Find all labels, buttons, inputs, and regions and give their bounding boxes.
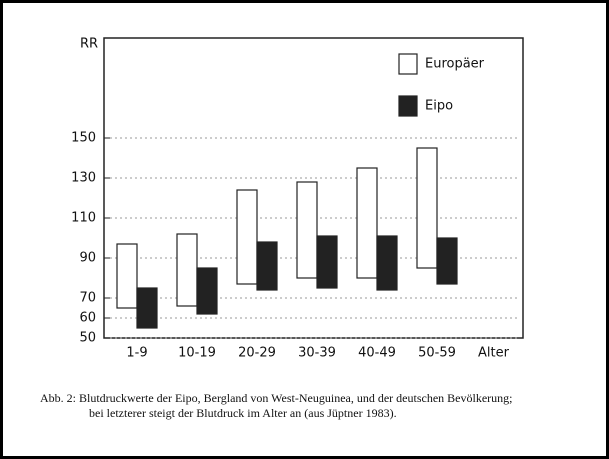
- x-tick-label: 10-19: [178, 346, 216, 361]
- x-tick-label: 40-49: [358, 346, 396, 361]
- range-bar: [416, 147, 438, 269]
- x-tick-label: 30-39: [298, 346, 336, 361]
- legend-swatch: [398, 95, 418, 117]
- plot-box: [103, 37, 524, 339]
- range-bar: [256, 241, 278, 291]
- range-bar: [176, 233, 198, 307]
- y-tick-label: 90: [79, 251, 96, 266]
- y-tick-label: 130: [71, 171, 96, 186]
- legend-swatch: [398, 53, 418, 75]
- range-bar: [436, 237, 458, 285]
- range-bar: [236, 189, 258, 285]
- range-bar: [356, 167, 378, 279]
- range-bar: [116, 243, 138, 309]
- legend-label: Europäer: [425, 57, 485, 72]
- range-bar: [296, 181, 318, 279]
- range-bar: [196, 267, 218, 315]
- caption: bei letzterer steigt der Blutdruck im Al…: [89, 406, 397, 420]
- y-tick-label: 70: [79, 291, 96, 306]
- x-tick-label: 50-59: [418, 346, 456, 361]
- y-axis-label: RR: [80, 37, 98, 52]
- range-bar: [316, 235, 338, 289]
- legend-label: Eipo: [425, 99, 453, 114]
- range-bar: [136, 287, 158, 329]
- x-tick-label: 1-9: [126, 346, 147, 361]
- y-tick-label: 50: [79, 331, 96, 346]
- x-tick-label: 20-29: [238, 346, 276, 361]
- range-bar: [376, 235, 398, 291]
- y-tick-label: 150: [71, 131, 96, 146]
- y-tick-label: 110: [71, 211, 96, 226]
- x-axis-label: Alter: [478, 346, 510, 361]
- y-tick-label: 60: [79, 311, 96, 326]
- caption: Abb. 2: Blutdruckwerte der Eipo, Berglan…: [40, 391, 512, 405]
